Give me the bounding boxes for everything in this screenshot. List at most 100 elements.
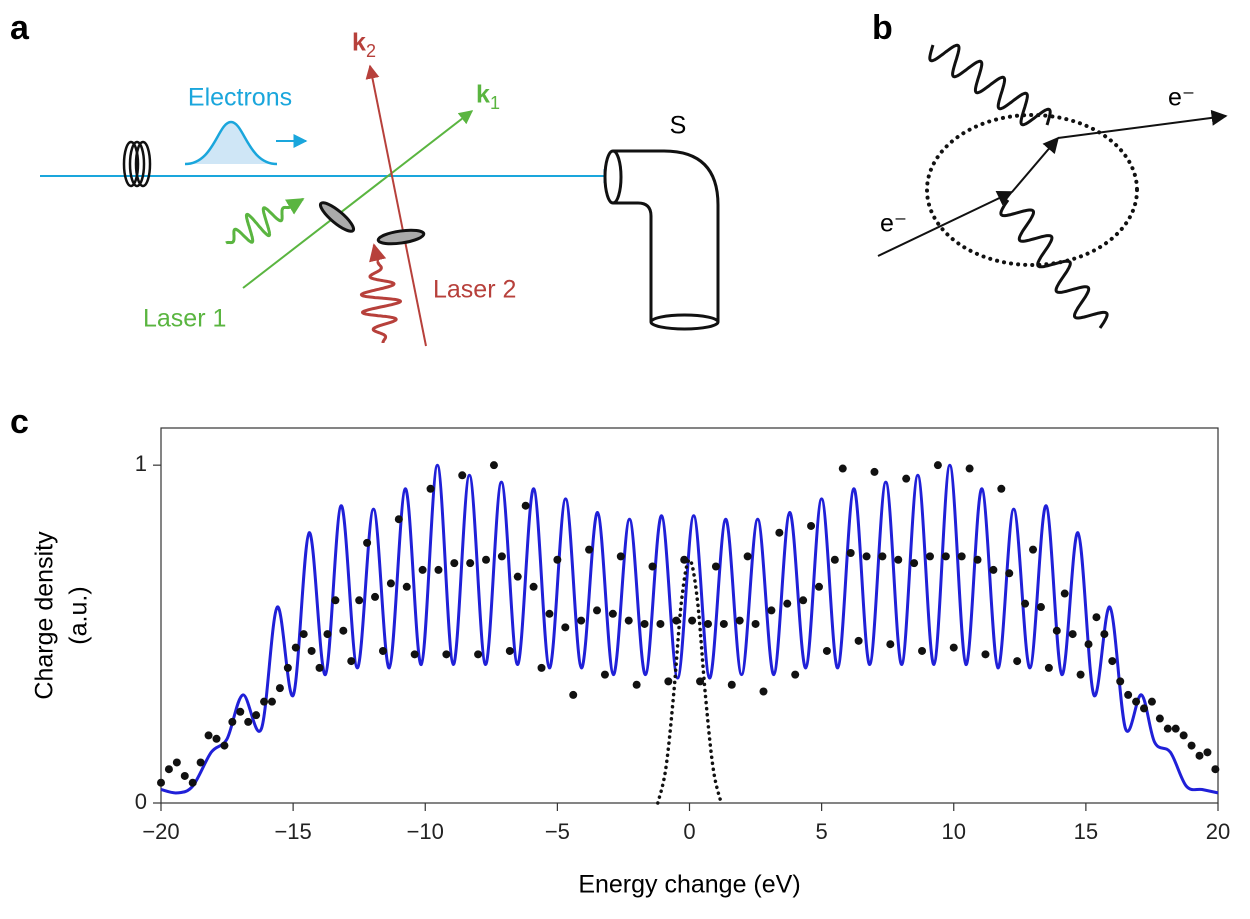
y-axis-label: Charge density — [31, 531, 59, 700]
point — [1132, 697, 1141, 706]
point — [545, 609, 554, 618]
point — [355, 596, 364, 605]
point — [172, 758, 181, 767]
point — [719, 619, 728, 628]
laser-1-beam — [242, 110, 474, 289]
point — [386, 579, 395, 588]
arrow — [1057, 109, 1228, 139]
point — [585, 545, 594, 554]
point — [371, 592, 380, 601]
point — [553, 555, 562, 564]
point — [1116, 677, 1125, 686]
point — [949, 643, 958, 652]
point — [339, 626, 348, 635]
label: Electrons — [188, 84, 292, 112]
point — [775, 528, 784, 537]
point — [664, 677, 673, 686]
point — [957, 552, 966, 561]
point — [236, 707, 245, 716]
wave — [928, 43, 1052, 127]
point — [1021, 599, 1030, 608]
point — [688, 616, 697, 625]
y-tick-label: 1 — [135, 451, 147, 476]
wavevector: k — [476, 81, 490, 109]
x-tick-label: 0 — [683, 819, 695, 844]
point — [157, 778, 165, 787]
point — [965, 464, 974, 473]
detector-opening — [603, 149, 623, 205]
y-axis-label: (a.u.) — [65, 586, 93, 644]
point — [822, 646, 831, 655]
point — [267, 697, 276, 706]
point — [1076, 670, 1085, 679]
point — [474, 650, 483, 659]
label: e⁻ — [1168, 84, 1195, 112]
detector — [613, 201, 653, 322]
point — [220, 741, 229, 750]
point — [1060, 589, 1069, 598]
point — [513, 572, 522, 581]
detector-end — [649, 313, 720, 331]
point — [1147, 697, 1156, 706]
point — [1092, 613, 1101, 622]
point — [196, 758, 205, 767]
point — [886, 640, 895, 649]
mirror — [318, 201, 356, 233]
point — [450, 559, 459, 568]
x-tick-label: 15 — [1074, 819, 1098, 844]
x-tick-label: 5 — [816, 819, 828, 844]
point — [846, 549, 855, 557]
point — [569, 690, 578, 699]
point — [275, 684, 284, 693]
point — [212, 734, 221, 743]
point — [703, 619, 712, 628]
point — [941, 552, 950, 561]
x-tick-label: −20 — [142, 819, 179, 844]
point — [521, 501, 530, 510]
point — [933, 461, 942, 470]
point — [299, 630, 308, 639]
coil — [122, 140, 140, 188]
point — [577, 616, 586, 625]
laser-2-beam — [365, 64, 427, 347]
point — [616, 552, 625, 561]
arrow — [1011, 136, 1060, 193]
label: Laser 1 — [143, 305, 226, 333]
point — [799, 596, 808, 605]
point — [283, 663, 292, 672]
x-tick-label: −15 — [274, 819, 311, 844]
wave — [224, 205, 292, 245]
panel-b: e⁻ e⁻ — [877, 43, 1228, 329]
wavevector-subscript: 2 — [366, 41, 376, 61]
point — [910, 559, 919, 568]
point — [1044, 663, 1053, 672]
point — [323, 630, 332, 639]
point — [291, 643, 300, 652]
label: S — [670, 112, 687, 140]
detector — [613, 149, 720, 322]
electron-pulse-fill — [185, 122, 277, 164]
point — [378, 646, 387, 655]
point — [878, 552, 887, 561]
point — [1052, 626, 1061, 635]
point — [1068, 630, 1077, 639]
point — [1005, 569, 1014, 578]
point — [363, 538, 372, 547]
point — [743, 552, 752, 561]
point — [458, 471, 467, 480]
point — [1187, 741, 1196, 750]
point — [783, 599, 792, 608]
point — [1171, 724, 1180, 733]
y-tick-label: 0 — [135, 789, 147, 814]
point — [1179, 731, 1188, 740]
label: Laser 2 — [433, 276, 516, 304]
point — [791, 670, 800, 679]
point — [854, 636, 863, 645]
point — [1036, 603, 1045, 612]
point — [497, 552, 506, 561]
point — [600, 670, 609, 679]
point — [307, 646, 316, 655]
point — [489, 461, 498, 470]
panel-label: b — [872, 9, 893, 47]
